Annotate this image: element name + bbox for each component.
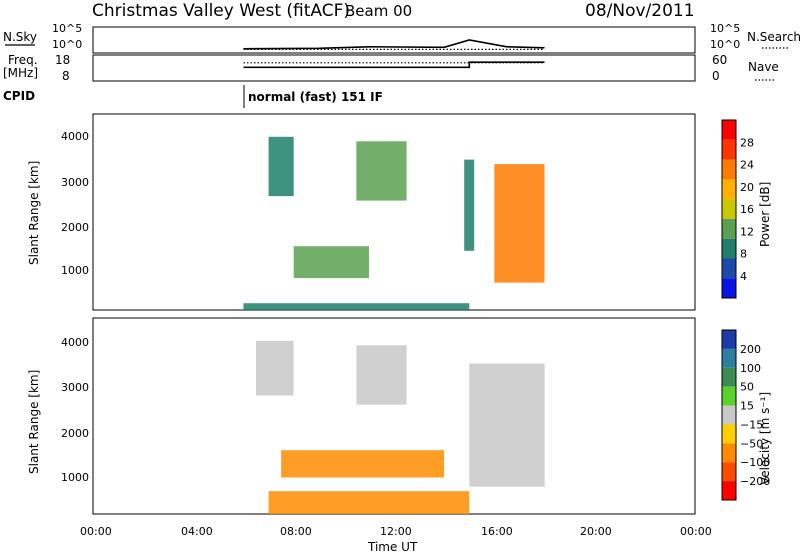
nave-label: Nave — [748, 60, 779, 74]
velocity-cbar-swatch-0 — [722, 330, 736, 349]
power-cbar-swatch-1 — [722, 139, 736, 160]
nsky-panel: N.Sky 10^5 10^0 10^5 10^0 N.Search — [3, 22, 800, 54]
power-cbar-swatch-8 — [722, 278, 736, 298]
beam-label: Beam 00 — [345, 2, 412, 20]
velocity-cbar-tick-2: 50 — [740, 381, 754, 394]
xtick-1200: 12:00 — [380, 525, 412, 538]
velocity-cbar-swatch-1 — [722, 348, 736, 368]
power-panel: 4000 3000 2000 1000 Slant Range [km] 28 2… — [27, 113, 772, 311]
xtick-2400: 00:00 — [680, 525, 712, 538]
velocity-ylabel: Slant Range [km] — [27, 370, 41, 474]
nsky-right-tick-bottom: 10^0 — [710, 38, 740, 51]
velocity-cbar-frame — [721, 329, 737, 501]
velocity-cbar-tick-6: −100 — [740, 456, 770, 469]
power-cbar-swatch-7 — [722, 258, 736, 279]
velocity-panel: 4000 3000 2000 1000 Slant Range [km] 200… — [27, 317, 772, 515]
nsky-left-tick-bottom: 10^0 — [52, 38, 82, 51]
cpid-label: CPID — [3, 89, 35, 103]
velocity-region-0 — [256, 340, 294, 396]
power-cbar-swatch-4 — [722, 199, 736, 219]
nsky-frame — [92, 26, 696, 54]
freq-frame — [92, 54, 696, 82]
nsky-right-tick-top: 10^5 — [710, 22, 740, 35]
velocity-ytick-1000: 1000 — [61, 471, 89, 484]
velocity-ytick-2000: 2000 — [61, 427, 89, 440]
power-region-1 — [356, 141, 407, 201]
power-cbar-swatch-0 — [722, 120, 736, 140]
xtick-0400: 04:00 — [181, 525, 213, 538]
power-cbar-tick-2: 20 — [740, 181, 754, 194]
nave-tick-top: 60 — [712, 53, 727, 67]
station-title: Christmas Valley West (fitACF) — [92, 1, 350, 21]
power-region-3 — [243, 303, 470, 310]
velocity-region-2 — [281, 450, 445, 478]
power-ytick-1000: 1000 — [61, 264, 89, 277]
power-cbar-tick-3: 16 — [740, 203, 754, 216]
nave-tick-bottom: 0 — [712, 69, 720, 83]
velocity-region-4 — [469, 363, 545, 487]
velocity-cbar-tick-7: −200 — [740, 475, 770, 488]
velocity-cbar-swatch-8 — [722, 481, 736, 500]
xtick-2000: 20:00 — [580, 525, 612, 538]
freq-panel: Freq. [MHz] 18 8 60 0 Nave — [3, 53, 779, 83]
freq-unit: [MHz] — [3, 66, 38, 80]
power-cbar-label: Power [dB] — [758, 182, 772, 247]
date-label: 08/Nov/2011 — [585, 1, 695, 21]
xtick-0000: 00:00 — [80, 525, 112, 538]
nsearch-label: N.Search — [747, 30, 800, 44]
velocity-cbar-label: Velocity [m s⁻¹] — [758, 392, 772, 485]
velocity-ytick-3000: 3000 — [61, 381, 89, 394]
power-cbar-tick-1: 24 — [740, 159, 754, 172]
power-cbar-swatch-2 — [722, 159, 736, 180]
velocity-cbar-swatch-5 — [722, 424, 736, 444]
power-region-5 — [494, 164, 545, 283]
power-ylabel: Slant Range [km] — [27, 161, 41, 265]
velocity-cbar-tick-5: −50 — [740, 437, 763, 450]
power-cbar-swatch-3 — [722, 179, 736, 200]
xlabel: Time UT — [367, 540, 418, 554]
velocity-ytick-4000: 4000 — [61, 336, 89, 349]
nsky-series-line — [243, 39, 545, 50]
velocity-cbar-swatch-3 — [722, 386, 736, 406]
velocity-cbar-swatch-2 — [722, 367, 736, 387]
power-cbar-tick-5: 8 — [740, 248, 747, 261]
x-axis: 00:00 04:00 08:00 12:00 16:00 20:00 00:0… — [80, 525, 712, 554]
nsky-left-tick-top: 10^5 — [52, 22, 82, 35]
power-cbar-swatch-6 — [722, 238, 736, 259]
xtick-0800: 08:00 — [280, 525, 312, 538]
power-cbar-tick-6: 4 — [740, 270, 747, 283]
velocity-cbar-tick-3: 15 — [740, 400, 754, 413]
velocity-cbar-tick-0: 200 — [740, 343, 761, 356]
velocity-region-1 — [356, 345, 407, 405]
power-ytick-4000: 4000 — [61, 130, 89, 143]
velocity-region-3 — [268, 491, 470, 514]
velocity-cbar-swatch-4 — [722, 405, 736, 425]
freq-tick-top: 18 — [55, 53, 70, 67]
power-cbar-tick-0: 28 — [740, 136, 754, 149]
power-ytick-3000: 3000 — [61, 176, 89, 189]
power-region-0 — [268, 136, 294, 197]
power-ytick-2000: 2000 — [61, 221, 89, 234]
velocity-cbar-tick-1: 100 — [740, 362, 761, 375]
velocity-cbar-swatch-6 — [722, 443, 736, 463]
velocity-cbar-swatch-7 — [722, 462, 736, 482]
nsky-label: N.Sky — [3, 30, 37, 44]
velocity-cbar-tick-4: −15 — [740, 418, 763, 431]
freq-label: Freq. — [8, 53, 38, 67]
power-region-4 — [464, 159, 475, 251]
freq-tick-bottom: 8 — [62, 69, 70, 83]
cpid-mode: normal (fast) 151 IF — [248, 90, 383, 104]
power-cbar-swatch-5 — [722, 218, 736, 239]
xtick-1600: 16:00 — [481, 525, 513, 538]
power-cbar-tick-4: 12 — [740, 225, 754, 238]
power-cbar-frame — [721, 119, 737, 299]
power-region-2 — [293, 246, 369, 279]
